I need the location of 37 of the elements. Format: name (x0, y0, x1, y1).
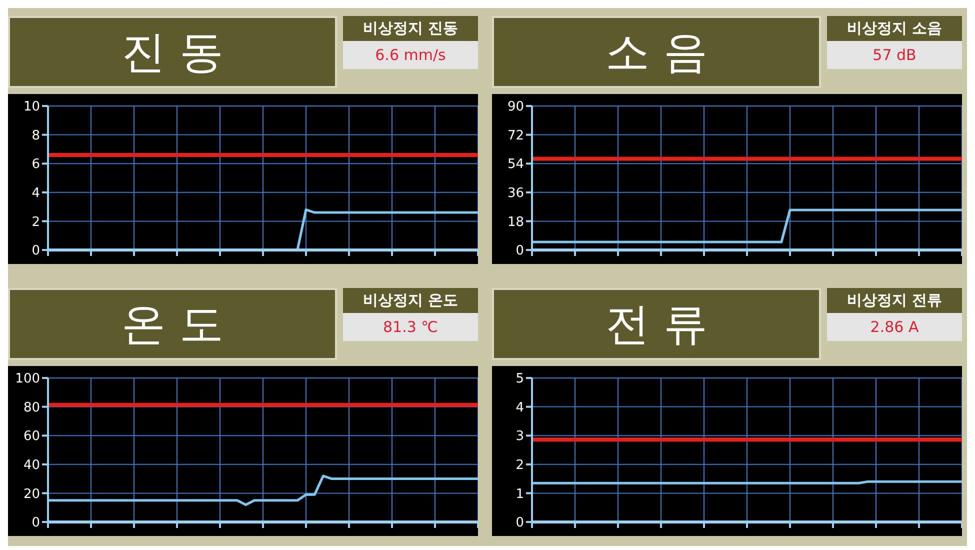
y-tick-label: 8 (32, 128, 40, 144)
y-tick-label: 36 (507, 186, 524, 202)
y-tick-label: 54 (507, 157, 524, 172)
y-tick-label: 3 (516, 429, 524, 444)
y-tick-label: 18 (507, 214, 524, 230)
chart-title: 소 음 (492, 16, 821, 88)
text: 81.3 ℃ (343, 313, 478, 341)
line-series (48, 474, 478, 506)
y-tick-label: 72 (507, 128, 524, 144)
chart-title: 온 도 (8, 288, 337, 360)
text: 2.86 A (827, 313, 962, 341)
y-tick-label: 2 (516, 458, 524, 474)
y-tick-label: 4 (516, 400, 524, 416)
chart-title: 전 류 (492, 288, 821, 360)
text: 6.6 mm/s (343, 41, 478, 69)
y-tick-label: 1 (516, 486, 524, 502)
y-tick-label: 0 (516, 516, 524, 531)
y-tick-label: 10 (23, 100, 40, 115)
chart-title: 진 동 (8, 16, 337, 88)
y-tick-label: 5 (516, 372, 524, 387)
y-tick-label: 4 (32, 186, 40, 202)
chart-subtitle: 비상정지 진동 (343, 16, 478, 41)
y-tick-label: 40 (23, 458, 40, 474)
y-tick-label: 90 (507, 100, 524, 115)
chart-subtitle: 비상정지 온도 (343, 288, 478, 313)
y-tick-label: 60 (23, 429, 40, 444)
y-tick-label: 0 (32, 244, 40, 259)
y-tick-label: 100 (15, 372, 40, 387)
y-tick-label: 6 (32, 157, 40, 172)
y-tick-label: 0 (516, 244, 524, 259)
text: 57 dB (827, 41, 962, 69)
chart-subtitle: 비상정지 전류 (827, 288, 962, 313)
y-tick-label: 20 (23, 486, 40, 502)
y-tick-label: 80 (23, 400, 40, 416)
y-tick-label: 0 (32, 516, 40, 531)
y-tick-label: 2 (32, 214, 40, 230)
chart-subtitle: 비상정지 소음 (827, 16, 962, 41)
